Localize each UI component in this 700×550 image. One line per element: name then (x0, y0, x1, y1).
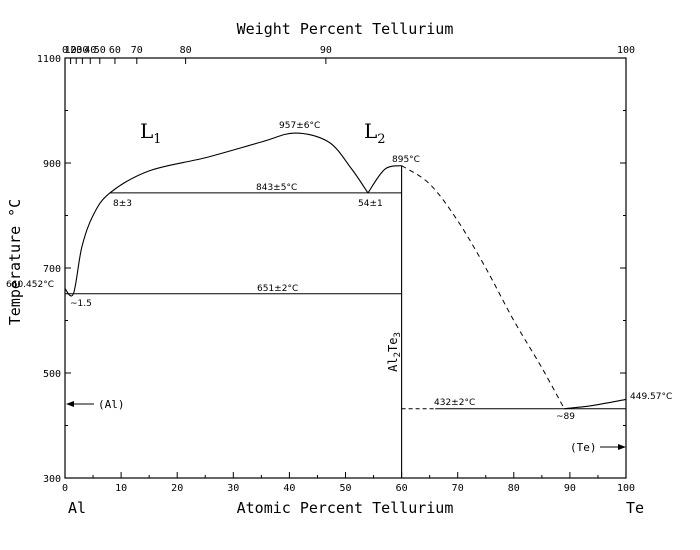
liquidus-al-side (64, 132, 369, 297)
compound-label-al2te3: Al2Te3 (386, 332, 403, 372)
bottom-tick-label: 30 (227, 483, 239, 494)
annotation-eut-al-comp: ~1.5 (70, 299, 92, 309)
top-tick-label: 50 (94, 45, 106, 56)
element-left-label: Al (68, 499, 86, 517)
y-axis-title: Temperature °C (6, 199, 24, 325)
bottom-tick-label: 20 (171, 483, 183, 494)
y-tick-label: 500 (43, 369, 61, 380)
al-phase-label: (Al) (98, 398, 125, 411)
liquidus-te-side-dashed (401, 165, 565, 409)
top-tick-label: 40 (84, 45, 96, 56)
annotation-eutectic-te: 432±2°C (434, 398, 475, 408)
annotation-eutectic-al: 651±2°C (257, 284, 298, 294)
annotation-mono-left: 8±3 (113, 199, 132, 209)
bottom-tick-label: 60 (396, 483, 408, 494)
bottom-tick-label: 10 (115, 483, 127, 494)
y-tick-label: 900 (43, 159, 61, 170)
annotation-congruent: 895°C (392, 155, 420, 165)
annotation-eut-te-comp: ~89 (556, 412, 575, 422)
bottom-tick-label: 50 (339, 483, 351, 494)
top-tick-label: 30 (76, 45, 88, 56)
top-tick-label: 60 (109, 45, 121, 56)
annotation-al-melt: 660.452°C (6, 280, 54, 290)
top-tick-label: 80 (180, 45, 192, 56)
top-tick-label: 70 (131, 45, 143, 56)
bottom-tick-label: 90 (564, 483, 576, 494)
bottom-tick-label: 100 (617, 483, 635, 494)
te-phase-label: (Te) (570, 441, 597, 454)
x-axis-title: Atomic Percent Tellurium (237, 499, 454, 517)
top-axis-title: Weight Percent Tellurium (237, 20, 454, 38)
element-right-label: Te (626, 499, 644, 517)
top-tick-label: 90 (320, 45, 332, 56)
bottom-tick-label: 80 (508, 483, 520, 494)
phase-boundaries (64, 132, 627, 478)
phase-label-l2: L2 (364, 119, 386, 147)
y-tick-label: 300 (43, 474, 61, 485)
liquidus-compound (367, 165, 402, 194)
bottom-tick-label: 40 (283, 483, 295, 494)
bottom-tick-label: 70 (452, 483, 464, 494)
bottom-tick-label: 0 (62, 483, 68, 494)
y-tick-label: 700 (43, 264, 61, 275)
annotation-te-melt: 449.57°C (630, 392, 672, 402)
annotation-mono-right: 54±1 (358, 199, 383, 209)
annotation-monotectic: 843±5°C (256, 183, 297, 193)
top-tick-label: 0 (62, 45, 68, 56)
phase-label-l1: L1 (140, 119, 162, 147)
y-tick-label: 1100 (37, 54, 61, 65)
al-phase-arrow: (Al) (66, 398, 125, 411)
liquidus-te-end (564, 398, 627, 410)
te-phase-arrow: (Te) (570, 441, 626, 454)
annotation-max-temp: 957±6°C (279, 121, 320, 131)
top-tick-label: 20 (70, 45, 82, 56)
top-tick-label: 100 (617, 45, 635, 56)
top-tick-label: 10 (65, 45, 77, 56)
